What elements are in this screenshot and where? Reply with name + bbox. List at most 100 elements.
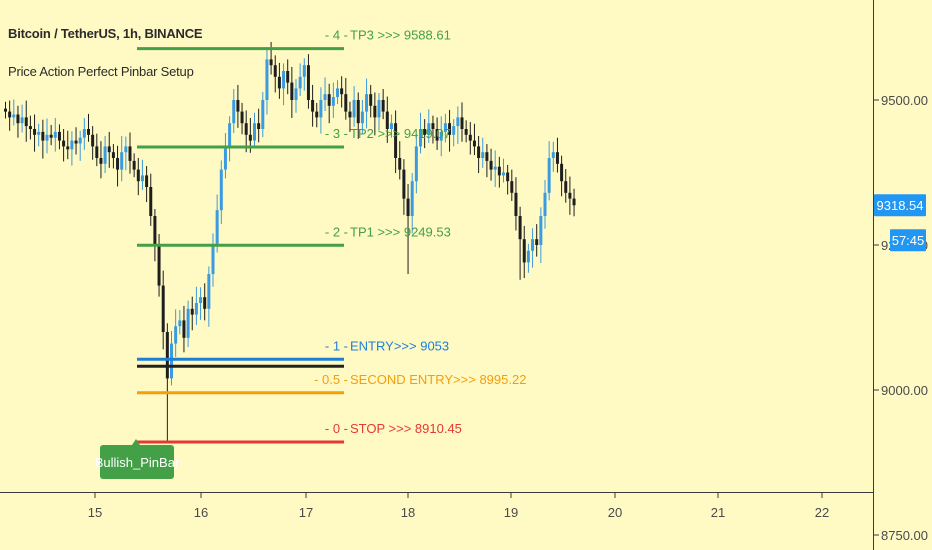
price-tick-label: 8750.00: [881, 528, 928, 543]
candle-body: [103, 146, 107, 164]
candle-body: [174, 326, 178, 344]
candle-body: [228, 123, 232, 147]
fib-levels-layer: - 4 - TP3 >>> 9588.61 - 3 - TP2 >>> 9419.07…: [137, 28, 526, 444]
candle-body: [572, 198, 576, 206]
candle-body: [369, 94, 373, 106]
candle-body: [497, 166, 501, 176]
candle-body: [352, 100, 356, 118]
candle-body: [132, 160, 136, 170]
level-label: STOP >>> 8910.45: [350, 421, 462, 436]
candle-body: [389, 123, 393, 129]
candle-body: [410, 181, 414, 216]
candle-body: [423, 129, 427, 135]
candle-body: [257, 123, 261, 129]
candle-body: [452, 126, 456, 135]
candle-body: [82, 129, 86, 138]
candle-body: [468, 134, 472, 141]
candle-body: [111, 152, 115, 158]
level-label: SECOND ENTRY>>> 8995.22: [350, 372, 526, 387]
current-price-value: 9318.54: [877, 198, 924, 213]
candle-body: [140, 175, 144, 182]
candle-body: [290, 82, 294, 100]
candle-body: [190, 308, 194, 315]
price-axis-bg: [874, 0, 932, 550]
candle-body: [165, 332, 169, 379]
candle-body: [62, 140, 66, 147]
candle-body: [66, 146, 70, 150]
candle-body: [87, 129, 90, 135]
candle-body: [282, 71, 286, 89]
candle-body: [360, 111, 364, 124]
candle-body: [398, 158, 402, 170]
candle-body: [414, 146, 418, 182]
candle-body: [182, 320, 186, 338]
time-tick-label: 17: [299, 505, 313, 520]
candle-body: [24, 117, 28, 127]
level-prefix: - 0 -: [325, 421, 348, 436]
time-tick-label: 21: [711, 505, 725, 520]
candle-body: [8, 111, 12, 118]
level-prefix: - 4 -: [325, 28, 348, 43]
candle-body: [153, 216, 157, 245]
price-tick-label: 9000.00: [881, 383, 928, 398]
candle-body: [385, 111, 389, 129]
candle-body: [45, 134, 49, 141]
candle-body: [99, 158, 103, 164]
candle-body: [348, 111, 352, 118]
candle-body: [431, 123, 435, 129]
time-tick-label: 15: [88, 505, 102, 520]
pinbar-badge-pointer: [132, 439, 140, 445]
candle-body: [323, 94, 327, 100]
candle-body: [240, 111, 244, 124]
candle-body: [49, 134, 53, 138]
candle-body: [194, 303, 198, 315]
candle-body: [485, 152, 489, 161]
candle-body: [53, 131, 57, 138]
candle-body: [277, 76, 281, 89]
candle-body: [564, 181, 568, 193]
candle-body: [547, 158, 551, 193]
candle-body: [41, 131, 45, 141]
candle-body: [522, 239, 526, 263]
candle-body: [439, 131, 443, 141]
candle-body: [543, 192, 547, 216]
candle-body: [489, 160, 493, 170]
candle-body: [435, 129, 439, 141]
candle-body: [456, 117, 460, 127]
candle-body: [356, 100, 360, 124]
countdown-value: 57:45: [892, 233, 925, 248]
price-tick-label: 9500.00: [881, 93, 928, 108]
candle-body: [381, 100, 385, 112]
candle-body: [37, 131, 41, 135]
candle-body: [78, 137, 82, 144]
candle-body: [481, 152, 485, 158]
candle-body: [57, 131, 61, 141]
candle-body: [33, 129, 37, 135]
candle-body: [157, 245, 161, 286]
level-prefix: - 2 -: [325, 224, 348, 239]
candle-body: [145, 175, 149, 187]
candle-body: [531, 239, 535, 251]
study-title[interactable]: Price Action Perfect Pinbar Setup: [8, 64, 194, 79]
level-prefix: - 0.5 -: [314, 372, 348, 387]
candle-body: [16, 114, 20, 124]
candle-body: [4, 108, 7, 112]
time-tick-label: 19: [504, 505, 518, 520]
candle-body: [273, 65, 277, 77]
candle-body: [116, 158, 120, 170]
level-prefix: - 1 -: [325, 338, 348, 353]
candle-body: [560, 163, 564, 182]
candle-body: [443, 123, 447, 132]
candle-body: [186, 308, 190, 338]
candle-body: [261, 100, 265, 129]
candle-body: [460, 117, 464, 129]
candle-body: [464, 129, 468, 135]
symbol-title[interactable]: Bitcoin / TetherUS, 1h, BINANCE: [8, 26, 203, 41]
candle-body: [253, 123, 256, 141]
candle-body: [178, 320, 182, 327]
candle-body: [265, 59, 269, 100]
level-prefix: - 3 -: [325, 126, 348, 141]
